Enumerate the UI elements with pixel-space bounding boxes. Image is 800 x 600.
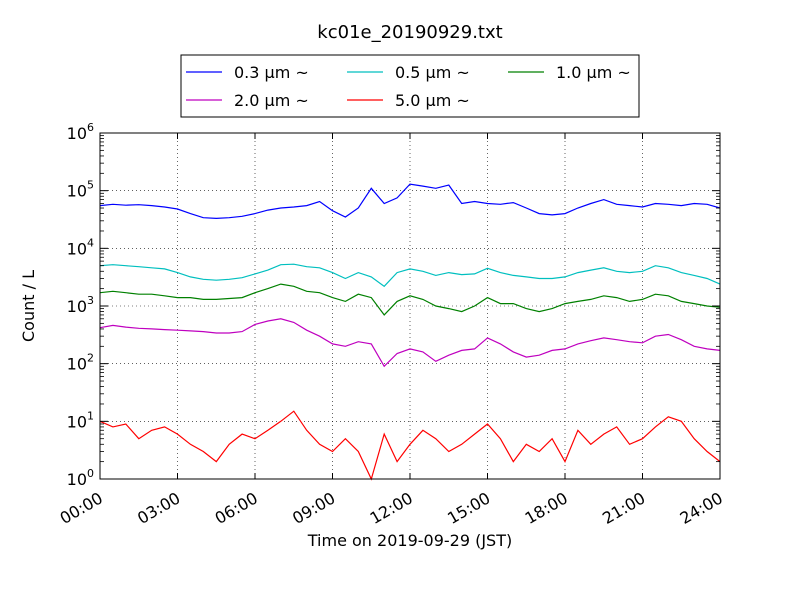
y-tick-exponent: 2 xyxy=(87,352,94,365)
y-tick-exponent: 5 xyxy=(87,179,94,192)
y-tick-exponent: 0 xyxy=(87,467,94,480)
y-tick-label: 104 xyxy=(67,236,94,258)
x-tick-label: 21:00 xyxy=(599,488,648,528)
y-tick-exponent: 6 xyxy=(87,121,94,134)
x-tick-label: 15:00 xyxy=(444,488,493,528)
y-tick-label: 101 xyxy=(67,409,94,431)
legend-box xyxy=(180,54,640,118)
x-tick-label: 18:00 xyxy=(522,488,571,528)
y-tick-label: 103 xyxy=(67,294,94,316)
y-tick-label: 105 xyxy=(67,179,94,201)
x-tick-label: 09:00 xyxy=(289,488,338,528)
legend: 0.3 μm ~ 0.5 μm ~ 1.0 μm ~ 2.0 μm ~ 5.0 μm ~ xyxy=(180,54,640,118)
legend-label-1: 0.5 μm ~ xyxy=(395,63,470,82)
series-lines xyxy=(99,183,721,481)
legend-label-2: 1.0 μm ~ xyxy=(556,63,631,82)
y-tick-exponent: 4 xyxy=(87,236,94,249)
series-line-3 xyxy=(99,318,721,368)
y-tick-label: 100 xyxy=(67,467,94,489)
y-tick-exponent: 1 xyxy=(87,409,94,422)
y-tick-label: 102 xyxy=(67,352,94,374)
y-tick-base: 10 xyxy=(67,355,87,374)
chart-title: kc01e_20190929.txt xyxy=(317,22,502,43)
legend-label-0: 0.3 μm ~ xyxy=(234,63,309,82)
y-tick-base: 10 xyxy=(67,297,87,316)
plot-area: 00:00 03:00 06:00 09:00 12:00 15:00 18:00 21:00… xyxy=(57,121,726,528)
series-line-1 xyxy=(99,263,721,288)
y-axis-label: Count / L xyxy=(19,270,38,342)
series-line-2 xyxy=(99,283,721,316)
y-tick-base: 10 xyxy=(67,182,87,201)
x-tick-label: 24:00 xyxy=(677,488,726,528)
x-tick-label: 03:00 xyxy=(134,488,183,528)
series-line-4 xyxy=(99,410,721,481)
legend-label-3: 2.0 μm ~ xyxy=(234,91,309,110)
legend-label-4: 5.0 μm ~ xyxy=(395,91,470,110)
y-tick-base: 10 xyxy=(67,124,87,143)
grid xyxy=(100,133,720,479)
series-line-0 xyxy=(99,183,721,220)
x-tick-label: 12:00 xyxy=(367,488,416,528)
x-tick-label: 00:00 xyxy=(57,488,106,528)
x-axis-label: Time on 2019-09-29 (JST) xyxy=(307,531,512,550)
y-tick-label: 106 xyxy=(67,121,94,143)
y-tick-base: 10 xyxy=(67,470,87,489)
y-tick-base: 10 xyxy=(67,412,87,431)
x-tick-label: 06:00 xyxy=(212,488,261,528)
y-tick-exponent: 3 xyxy=(87,294,94,307)
y-tick-base: 10 xyxy=(67,239,87,258)
